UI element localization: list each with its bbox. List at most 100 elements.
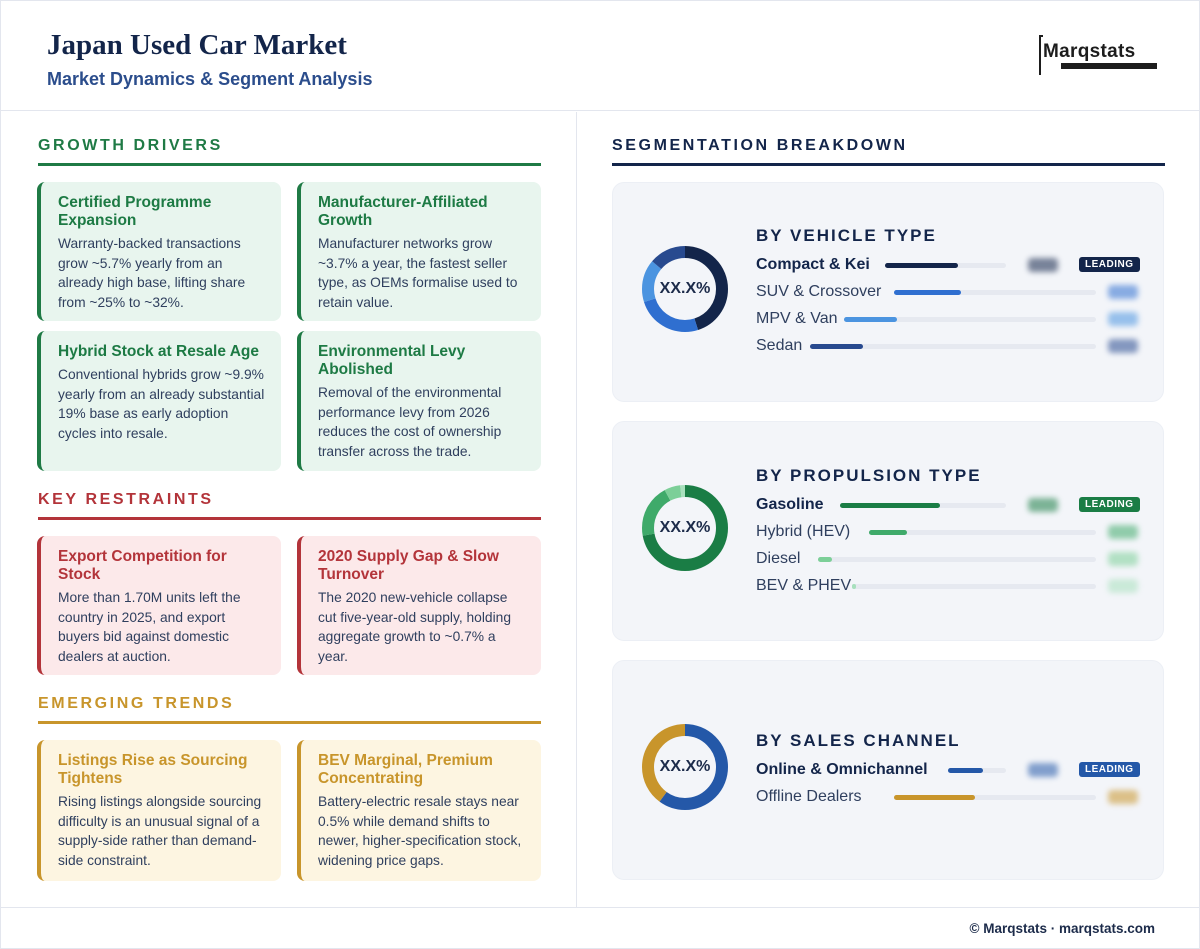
- segment-bar-track: [818, 557, 1096, 562]
- card-title: Manufacturer-Affiliated Growth: [318, 194, 488, 229]
- logo-tagline-bar: [1061, 63, 1157, 69]
- segment-value-redacted: [1108, 312, 1138, 326]
- segment-value-redacted: [1108, 339, 1138, 353]
- leading-badge: LEADING: [1079, 762, 1140, 777]
- card-title: Hybrid Stock at Resale Age: [58, 343, 259, 360]
- driver-card: Environmental Levy Abolished Removal of …: [297, 331, 541, 471]
- segment-label: SUV & Crossover: [756, 283, 882, 300]
- segment-value-redacted: [1028, 498, 1058, 512]
- segment-bar-track: [868, 530, 1096, 535]
- donut-slice: [642, 246, 728, 332]
- donut-center-label: XX.X%: [659, 758, 711, 775]
- panel-title: BY VEHICLE TYPE: [756, 226, 937, 245]
- trend-card: BEV Marginal, Premium Concentrating Batt…: [297, 740, 541, 881]
- card-title: Export Competition for Stock: [58, 548, 227, 583]
- card-body: Manufacturer networks grow ~3.7% a year,…: [318, 236, 518, 310]
- donut-chart: XX.X%: [641, 245, 729, 333]
- donut-chart: XX.X%: [641, 484, 729, 572]
- driver-card: Certified Programme Expansion Warranty-b…: [37, 182, 281, 321]
- growth-drivers-heading: GROWTH DRIVERS: [38, 137, 223, 154]
- segment-label: Diesel: [756, 550, 801, 567]
- donut-center-label: XX.X%: [659, 519, 711, 536]
- card-body: Warranty-backed transactions grow ~5.7% …: [58, 236, 246, 310]
- segment-row: BEV & PHEV: [756, 577, 1146, 597]
- donut-slice: [642, 724, 728, 810]
- segment-bar-fill: [894, 290, 962, 295]
- page-title: Japan Used Car Market: [47, 29, 347, 61]
- footer-copyright: © Marqstats · marqstats.com: [969, 921, 1156, 936]
- donut-svg: [642, 485, 728, 571]
- segment-bar-fill: [840, 503, 940, 508]
- growth-drivers-rule: [38, 163, 541, 166]
- donut-svg: [642, 724, 728, 810]
- card-body: Rising listings alongside sourcing diffi…: [58, 794, 262, 868]
- segment-row: Online & Omnichannel LEADING: [756, 761, 1146, 781]
- segment-bar-track: [852, 584, 1096, 589]
- header: Japan Used Car Market Market Dynamics & …: [1, 1, 1200, 111]
- restraint-card: 2020 Supply Gap & Slow Turnover The 2020…: [297, 536, 541, 675]
- leading-badge: LEADING: [1079, 257, 1140, 272]
- card-body: More than 1.70M units left the country i…: [58, 590, 241, 664]
- donut-slice: [642, 246, 728, 332]
- segment-bar-fill: [852, 584, 857, 589]
- logo-wordmark: Marqstats: [1043, 41, 1136, 62]
- card-title: BEV Marginal, Premium Concentrating: [318, 752, 493, 787]
- card-body: Battery-electric resale stays near 0.5% …: [318, 794, 522, 868]
- segment-panel-sales-channel: XX.X% BY SALES CHANNEL Online & Omnichan…: [612, 660, 1164, 880]
- panel-title: BY PROPULSION TYPE: [756, 466, 982, 485]
- segment-value-redacted: [1108, 552, 1138, 566]
- donut-chart: XX.X%: [641, 723, 729, 811]
- card-title: 2020 Supply Gap & Slow Turnover: [318, 548, 499, 583]
- segment-panel-vehicle-type: XX.X% BY VEHICLE TYPE Compact & Kei LEADI…: [612, 182, 1164, 402]
- column-divider: [576, 112, 577, 907]
- segment-row: Compact & Kei LEADING: [756, 256, 1146, 276]
- donut-slice: [642, 485, 728, 571]
- segment-label: BEV & PHEV: [756, 577, 852, 594]
- donut-center-label: XX.X%: [659, 280, 711, 297]
- segment-bar-fill: [885, 263, 958, 268]
- card-body: Conventional hybrids grow ~9.9% yearly f…: [58, 367, 265, 441]
- segment-bar-track: [810, 344, 1096, 349]
- segment-bar-track: [843, 317, 1096, 322]
- segmentation-rule: [612, 163, 1165, 166]
- segment-row: Diesel: [756, 550, 1146, 570]
- segment-value-redacted: [1108, 525, 1138, 539]
- donut-slice: [642, 246, 728, 332]
- trend-card: Listings Rise as Sourcing Tightens Risin…: [37, 740, 281, 881]
- driver-card: Manufacturer-Affiliated Growth Manufactu…: [297, 182, 541, 321]
- segment-bar-fill: [894, 795, 975, 800]
- card-title: Certified Programme Expansion: [58, 194, 212, 229]
- segment-label: Compact & Kei: [756, 256, 870, 273]
- segmentation-heading: SEGMENTATION BREAKDOWN: [612, 137, 908, 154]
- segment-bar-fill: [868, 530, 907, 535]
- card-body: The 2020 new-vehicle collapse cut five-y…: [318, 590, 512, 664]
- emerging-trends-heading: EMERGING TRENDS: [38, 695, 235, 712]
- restraint-card: Export Competition for Stock More than 1…: [37, 536, 281, 675]
- segment-label: Offline Dealers: [756, 788, 862, 805]
- segment-bar-fill: [818, 557, 833, 562]
- segment-label: MPV & Van: [756, 310, 838, 327]
- segment-value-redacted: [1108, 790, 1138, 804]
- segment-value-redacted: [1108, 285, 1138, 299]
- segment-bar-track: [948, 768, 1006, 773]
- segment-label: Sedan: [756, 337, 803, 354]
- key-restraints-heading: KEY RESTRAINTS: [38, 491, 214, 508]
- leading-badge: LEADING: [1079, 497, 1140, 512]
- card-body: Removal of the environmental performance…: [318, 385, 502, 459]
- segment-row: Offline Dealers: [756, 788, 1146, 808]
- segment-row: Gasoline LEADING: [756, 496, 1146, 516]
- segment-row: MPV & Van: [756, 310, 1146, 330]
- segment-panel-propulsion-type: XX.X% BY PROPULSION TYPE Gasoline LEADING…: [612, 421, 1164, 641]
- card-title: Environmental Levy Abolished: [318, 343, 466, 378]
- segment-value-redacted: [1028, 763, 1058, 777]
- brand-logo: Marqstats: [1039, 35, 1161, 81]
- donut-slice: [642, 485, 728, 571]
- segment-bar-fill: [810, 344, 864, 349]
- key-restraints-rule: [38, 517, 541, 520]
- donut-svg: [642, 246, 728, 332]
- segment-label: Hybrid (HEV): [756, 523, 851, 540]
- page-subtitle: Market Dynamics & Segment Analysis: [47, 69, 373, 89]
- segment-label: Online & Omnichannel: [756, 761, 928, 778]
- panel-title: BY SALES CHANNEL: [756, 731, 961, 750]
